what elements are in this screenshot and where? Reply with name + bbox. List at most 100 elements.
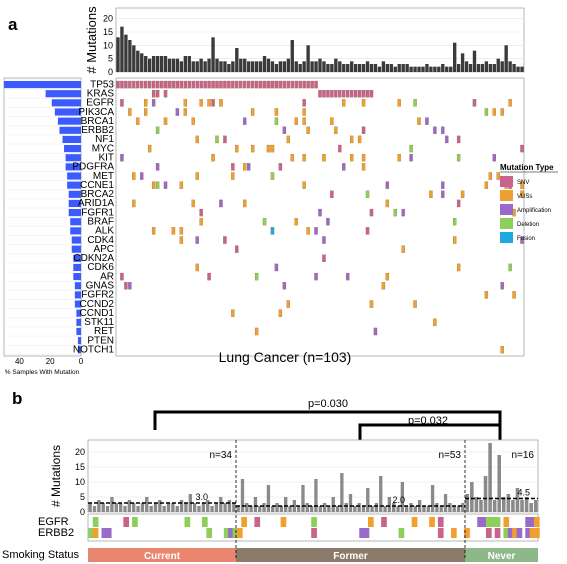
panel-a-top-histogram: 0 5 10 15 20 # Mutations (84, 6, 525, 77)
gene-strip-cell (123, 517, 130, 527)
oncoprint-cell-egfr (508, 99, 512, 107)
oncoprint-cell-ccne1 (163, 181, 168, 189)
oncoprint-cell-pik3ca (500, 108, 504, 116)
oncoprint-cell-kras (357, 90, 362, 98)
left-bar-pten (77, 337, 81, 345)
oncoprint-cell-egfr (472, 99, 477, 107)
oncoprint-cell-egfr (207, 99, 211, 107)
panel-b-bar-former (288, 506, 292, 512)
left-bar-stk11 (76, 318, 81, 326)
panel-b-bar-current (92, 506, 97, 512)
gene-strip-cell (494, 528, 501, 538)
oncoprint-cell-kras (151, 90, 156, 98)
gene-strip-cell (490, 517, 497, 527)
panel-b-bar-current (140, 503, 145, 512)
panel-b-bar-never (502, 497, 506, 512)
oncoprint-cell-kras (326, 90, 330, 98)
gene-label-ar: AR (100, 271, 114, 282)
oncoprint-cell-kit (350, 154, 354, 162)
panel-b-bar-former (374, 503, 379, 512)
panel-b-bar-former (309, 506, 314, 512)
gene-strip-cell (101, 528, 108, 538)
oncoprint-cell-braf (453, 218, 457, 226)
gene-strip-cell (398, 528, 405, 538)
left-bar-alk (70, 227, 81, 235)
oncoprint-cell-nf1 (286, 135, 290, 144)
panel-b-bar-current (206, 500, 210, 512)
group-count-current: n=34 (209, 450, 232, 461)
oncoprint-cell-met (132, 172, 136, 180)
gene-label-cdkn2a: CDKN2A (73, 253, 114, 264)
gene-strip-cell (311, 517, 317, 527)
oncoprint-cell-tp53 (215, 80, 219, 89)
gene-strip-cell (228, 528, 234, 538)
panel-b-medians: 3.0 2.0 4.5 (88, 488, 538, 507)
top-histogram-bar (389, 64, 393, 72)
legend-swatch-fusion (500, 232, 513, 243)
oncoprint-cell-tp53 (235, 80, 239, 89)
top-histogram-bar (346, 64, 350, 72)
top-histogram-ylabel: # Mutations (84, 6, 99, 74)
oncoprint-cell-tp53 (199, 80, 203, 89)
top-histogram-bar (159, 56, 164, 72)
top-histogram-bar (421, 66, 425, 72)
oncoprint-cell-tp53 (132, 80, 136, 89)
oncoprint-cell-met (488, 172, 493, 180)
gene-strip-cell (503, 517, 510, 527)
top-histogram-bar (163, 56, 168, 72)
oncoprint-cell-myc (409, 144, 413, 153)
panel-b-bar-current (201, 503, 206, 512)
oncoprint-cell-egfr (219, 99, 223, 107)
gene-strip-cell (494, 517, 501, 527)
gene-strip-cell (437, 517, 444, 527)
oncoprint-cell-tp53 (223, 80, 227, 89)
oncoprint-cell-tp53 (302, 80, 306, 89)
smoking-status-bar: Smoking Status Current Former Never (2, 548, 538, 562)
top-histogram-bar (219, 61, 223, 72)
smoking-segment-label-former: Former (333, 551, 368, 562)
oncoprint-cell-kit (120, 154, 124, 162)
oncoprint-cell-brca1 (417, 117, 421, 125)
oncoprint-cell-tp53 (310, 80, 314, 89)
gene-label-kras: KRAS (87, 88, 115, 99)
top-histogram-bar (120, 26, 124, 73)
panel-b-bar-former (314, 479, 318, 512)
gene-strip-cell (368, 517, 374, 527)
oncoprint-cell-alk (179, 227, 184, 235)
gene-strip-cell (534, 528, 540, 538)
oncoprint-cell-alk (306, 227, 310, 235)
panel-b-bar-current (179, 500, 184, 512)
oncoprint-cell-arid1a (219, 199, 223, 208)
oncoprint-cell-pik3ca (274, 108, 279, 116)
oncoprint-cell-tp53 (195, 80, 199, 89)
panel-b-bar-former (322, 503, 327, 512)
legend-label-fusion: Fusion (517, 236, 535, 242)
top-histogram-bar (496, 58, 500, 72)
top-histogram-bar (516, 66, 520, 72)
oncoprint-cell-tp53 (179, 80, 184, 89)
gene-label-erbb2: ERBB2 (81, 125, 114, 136)
oncoprint-cell-kras (163, 90, 168, 98)
oncoprint-cell-fgfr2 (512, 291, 516, 299)
oncoprint-cell-alk (270, 227, 275, 235)
gene-strip-cell (512, 528, 518, 538)
median-label-former: 2.0 (392, 495, 405, 505)
oncoprint-cell-kit (492, 154, 496, 162)
oncoprint-cell-kras (155, 90, 160, 98)
left-bar-ccnd2 (74, 300, 81, 308)
oncoprint-frame (115, 77, 525, 357)
gene-label-met: MET (93, 171, 114, 182)
top-histogram-bar (250, 61, 255, 72)
gene-label-egfr: EGFR (86, 98, 114, 109)
legend-items: SNV VUSs Amplification Deletion Fusion (500, 176, 551, 243)
top-histogram-bar (266, 58, 271, 72)
oncoprint-cell-met (195, 172, 199, 180)
top-histogram-bar (128, 40, 132, 72)
gene-strip-cell (411, 517, 418, 527)
panel-b-ylabel: # Mutations (49, 445, 63, 507)
oncoprint-cell-met (270, 172, 275, 180)
legend-label-vuss: VUSs (517, 194, 532, 200)
oncoprint-cell-tp53 (191, 80, 195, 89)
oncoprint-cell-cdk4 (223, 236, 227, 244)
oncoprint-cell-erbb2 (433, 126, 437, 134)
